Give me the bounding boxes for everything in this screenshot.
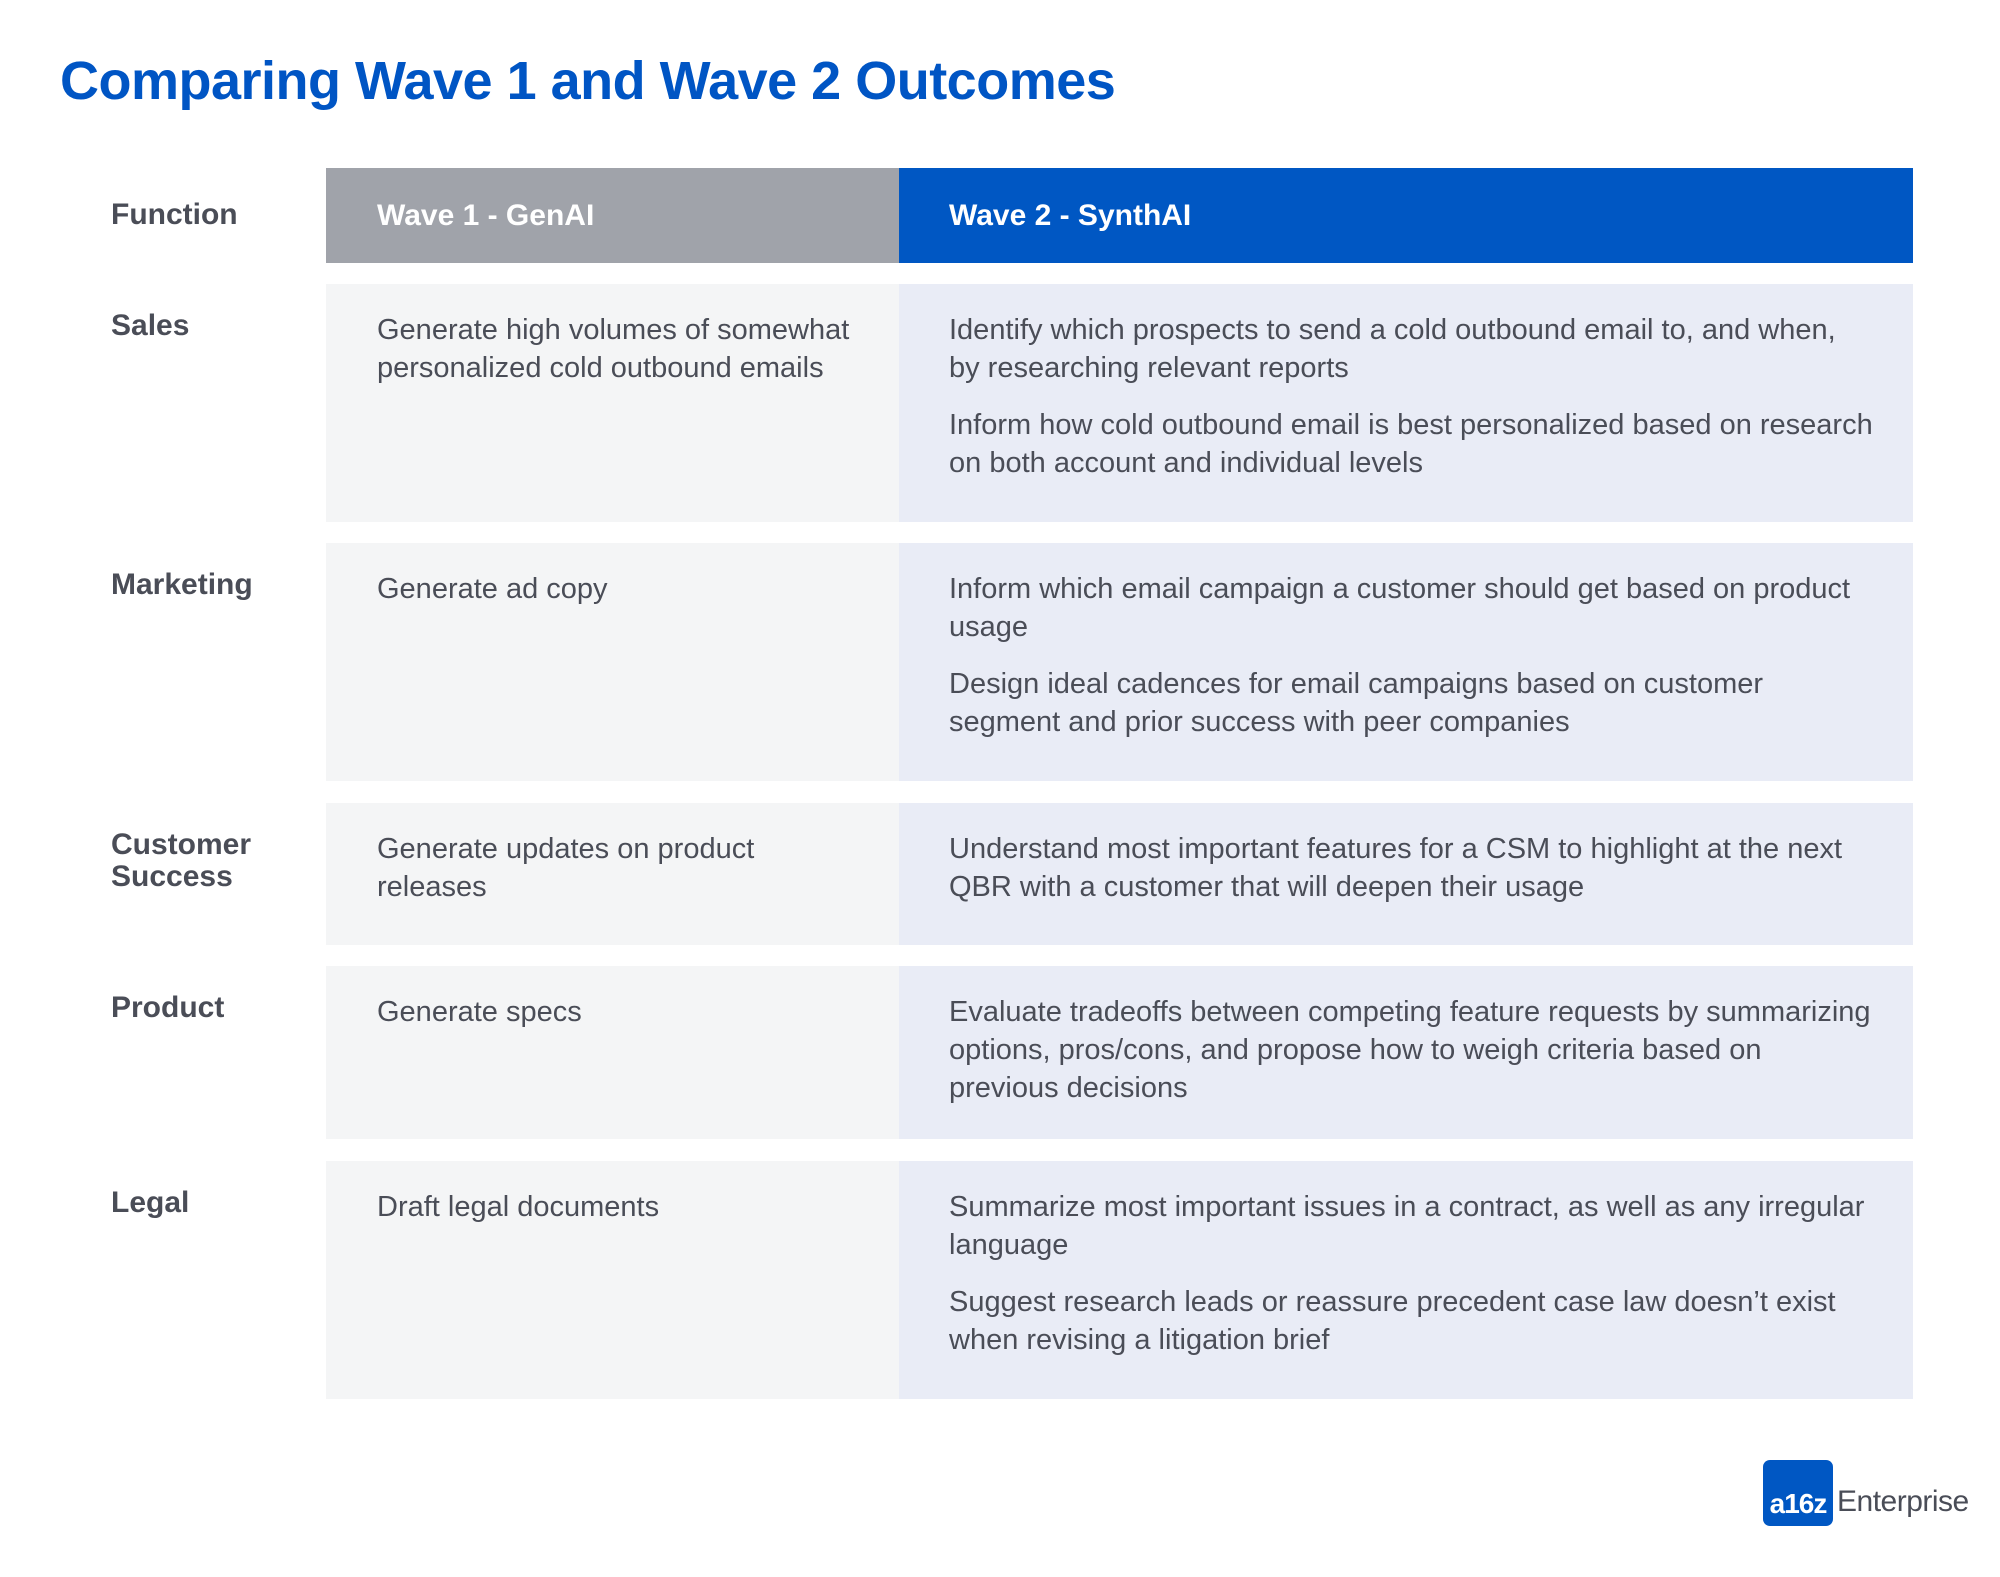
function-label: Legal (111, 1186, 190, 1219)
function-column-header: Function (111, 198, 238, 231)
a16z-enterprise-logo: a16z Enterprise (1763, 1460, 1969, 1526)
wave2-header-label: Wave 2 - SynthAI (949, 198, 1192, 232)
wave1-cell: Generate ad copy (326, 543, 899, 781)
wave2-cell: Understand most important features for a… (899, 803, 1913, 945)
wave1-header-label: Wave 1 - GenAI (377, 198, 595, 232)
wave1-text: Generate updates on product releases (377, 833, 755, 903)
wave1-column-header: Wave 1 - GenAI (326, 168, 899, 263)
wave1-cell: Generate high volumes of somewhat person… (326, 284, 899, 522)
wave2-text: Identify which prospects to send a cold … (949, 314, 1836, 384)
wave2-cell: Evaluate tradeoffs between competing fea… (899, 966, 1913, 1139)
wave2-text: Design ideal cadences for email campaign… (949, 668, 1764, 738)
wave2-text: Inform which email campaign a customer s… (949, 573, 1851, 643)
logo-wordmark: Enterprise (1837, 1485, 1969, 1518)
table-row-marketing: Marketing Generate ad copy Inform which … (0, 543, 1913, 781)
wave2-cell: Identify which prospects to send a cold … (899, 284, 1913, 522)
wave1-cell: Draft legal documents (326, 1161, 899, 1399)
wave2-cell: Summarize most important issues in a con… (899, 1161, 1913, 1399)
wave1-text: Generate ad copy (377, 573, 608, 605)
table-row-customer-success: Customer Success Generate updates on pro… (0, 803, 1913, 945)
wave1-cell: Generate specs (326, 966, 899, 1139)
wave2-column-header: Wave 2 - SynthAI (899, 168, 1913, 263)
wave2-text: Understand most important features for a… (949, 833, 1843, 903)
wave1-text: Generate specs (377, 996, 582, 1028)
table-row-sales: Sales Generate high volumes of somewhat … (0, 284, 1913, 522)
function-label: Customer Success (111, 828, 252, 893)
wave1-text: Generate high volumes of somewhat person… (377, 314, 850, 384)
a16z-badge: a16z (1763, 1460, 1833, 1526)
wave1-cell: Generate updates on product releases (326, 803, 899, 945)
function-label: Marketing (111, 568, 253, 601)
table-row-product: Product Generate specs Evaluate tradeoff… (0, 966, 1913, 1139)
wave2-cell: Inform which email campaign a customer s… (899, 543, 1913, 781)
function-label: Sales (111, 309, 190, 342)
wave1-text: Draft legal documents (377, 1191, 660, 1223)
wave2-text: Summarize most important issues in a con… (949, 1191, 1865, 1261)
wave2-text: Inform how cold outbound email is best p… (949, 409, 1873, 479)
wave2-text: Suggest research leads or reassure prece… (949, 1286, 1836, 1356)
function-label: Product (111, 991, 225, 1024)
wave2-text: Evaluate tradeoffs between competing fea… (949, 996, 1871, 1104)
page-title: Comparing Wave 1 and Wave 2 Outcomes (60, 51, 1116, 111)
table-row-legal: Legal Draft legal documents Summarize mo… (0, 1161, 1913, 1399)
